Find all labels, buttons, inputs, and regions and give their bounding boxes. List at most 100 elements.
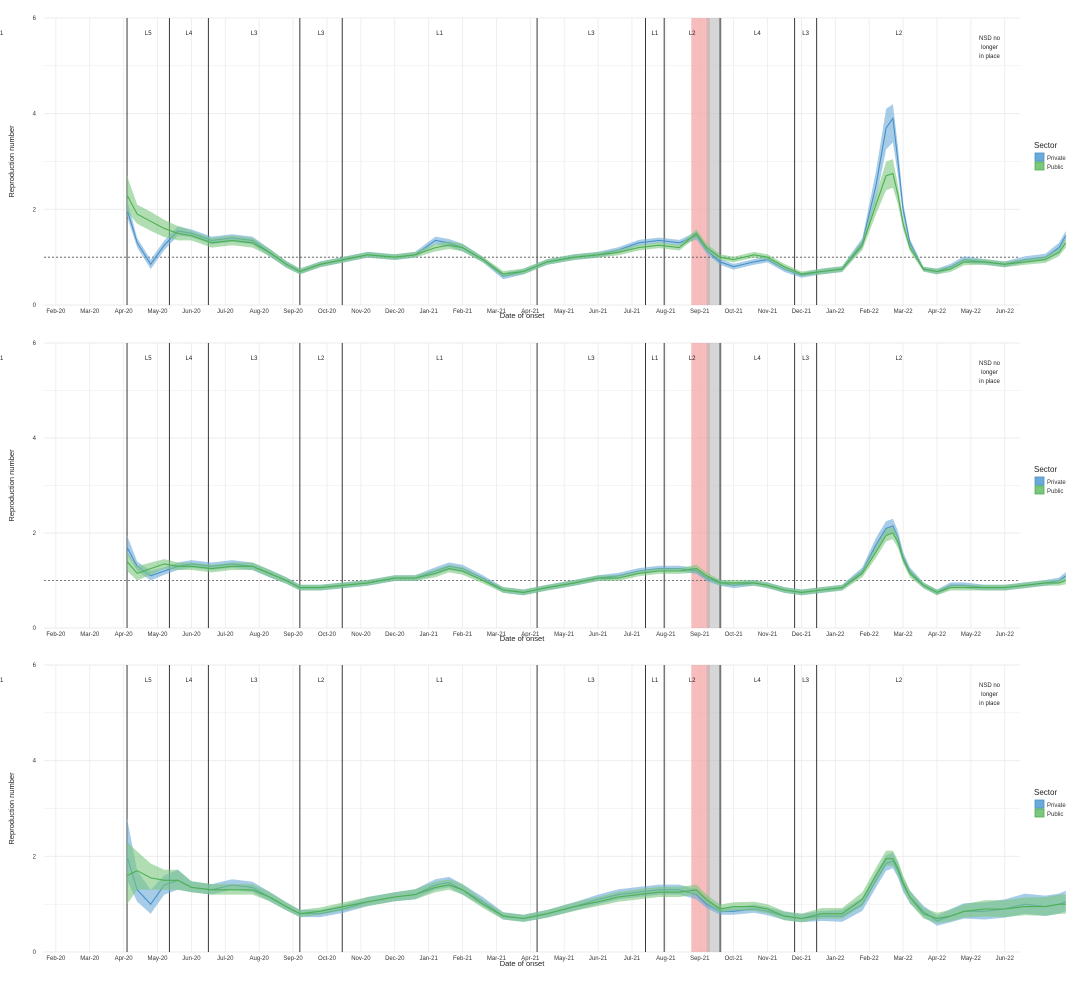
alert-level-label: L3	[802, 678, 809, 684]
x-tick-label: Nov-20	[351, 956, 371, 962]
y-tick-label: 4	[33, 112, 37, 118]
legend-key-public	[1034, 808, 1045, 818]
x-axis-title: Date of onset	[500, 959, 546, 968]
x-tick-label: Apr-20	[115, 309, 134, 315]
x-tick-label: Apr-22	[928, 956, 947, 962]
alert-level-label: L3	[318, 31, 325, 37]
alert-level-label: L1	[436, 356, 443, 362]
y-tick-label: 2	[33, 531, 37, 537]
x-tick-label: Nov-20	[351, 632, 371, 638]
legend-key-public	[1034, 161, 1045, 171]
y-tick-label: 4	[33, 759, 37, 765]
x-tick-label: Dec-21	[792, 309, 812, 315]
x-tick-label: Aug-20	[250, 309, 270, 315]
series-ribbon-public	[127, 842, 1066, 924]
alert-level-label: L4	[186, 31, 193, 37]
x-tick-label: Jun-21	[589, 309, 608, 315]
x-tick-label: Oct-21	[725, 956, 744, 962]
alert-level-label: L3	[251, 31, 258, 37]
alert-level-label: L2	[896, 678, 903, 684]
legend-title: Sector	[1034, 465, 1057, 474]
x-tick-label: May-22	[961, 632, 982, 638]
x-tick-label: Feb-22	[860, 309, 880, 315]
x-tick-label: Feb-20	[46, 956, 66, 962]
x-tick-label: Jan-21	[419, 309, 438, 315]
alert-level-label: L2	[689, 356, 696, 362]
legend: Sector Private Public	[1034, 141, 1066, 171]
x-tick-label: May-21	[554, 632, 575, 638]
x-tick-label: Nov-20	[351, 309, 371, 315]
y-axis-title: Reproduction number	[7, 772, 16, 845]
x-tick-label: Mar-21	[487, 632, 507, 638]
x-tick-label: May-20	[148, 309, 169, 315]
alert-level-label: L1	[652, 678, 659, 684]
alert-level-label: L1	[0, 356, 4, 362]
x-tick-label: Jan-21	[419, 632, 438, 638]
y-tick-label: 0	[33, 950, 37, 956]
x-tick-label: Apr-22	[928, 309, 947, 315]
y-tick-label: 0	[33, 626, 37, 632]
x-tick-label: Jun-21	[589, 632, 608, 638]
x-tick-label: Mar-22	[894, 956, 914, 962]
nsd-note: in place	[979, 379, 1000, 385]
y-tick-label: 6	[33, 16, 37, 22]
alert-level-label: L4	[754, 678, 761, 684]
alert-level-label: L3	[251, 356, 258, 362]
y-axis-title: Reproduction number	[7, 125, 16, 198]
alert-level-label: L3	[588, 356, 595, 362]
y-tick-label: 4	[33, 436, 37, 442]
x-tick-label: Dec-20	[385, 632, 405, 638]
x-tick-label: Apr-21	[521, 309, 540, 315]
x-tick-label: Jun-21	[589, 956, 608, 962]
alert-level-label: L4	[754, 31, 761, 37]
x-tick-label: Jan-22	[826, 956, 845, 962]
x-tick-label: Mar-20	[80, 632, 100, 638]
legend-label-private: Private	[1047, 480, 1066, 486]
x-tick-label: Sep-21	[690, 632, 710, 638]
alert-level-label: L3	[588, 31, 595, 37]
x-tick-label: Jun-22	[996, 309, 1015, 315]
alert-level-label: L2	[689, 678, 696, 684]
x-tick-label: Mar-21	[487, 309, 507, 315]
x-tick-label: Jun-20	[182, 956, 201, 962]
x-axis-title: Date of onset	[500, 634, 546, 643]
alert-level-label: L2	[896, 356, 903, 362]
legend-key-private	[1034, 476, 1045, 486]
x-tick-label: Feb-21	[453, 309, 473, 315]
legend-key-private	[1034, 152, 1045, 162]
x-tick-label: Jul-20	[217, 309, 234, 315]
x-tick-label: May-22	[961, 309, 982, 315]
nsd-note: longer	[981, 45, 998, 51]
alert-level-label: L2	[318, 678, 325, 684]
alert-level-label: L1	[652, 356, 659, 362]
x-tick-label: May-21	[554, 309, 575, 315]
series-line-private	[126, 525, 1067, 594]
x-tick-label: Mar-20	[80, 309, 100, 315]
x-tick-label: May-20	[148, 956, 169, 962]
x-tick-label: Nov-21	[758, 956, 778, 962]
nsd-note: NSD no	[979, 36, 1001, 42]
x-tick-label: Mar-22	[894, 632, 914, 638]
alert-level-label: L1	[0, 31, 4, 37]
x-tick-label: Sep-20	[283, 956, 303, 962]
grey-shaded-period	[706, 665, 722, 952]
x-tick-label: Jan-22	[826, 309, 845, 315]
y-tick-label: 6	[33, 663, 37, 669]
x-tick-label: Feb-21	[453, 956, 473, 962]
x-tick-label: Apr-20	[115, 956, 134, 962]
x-tick-label: Jun-22	[996, 956, 1015, 962]
legend-title: Sector	[1034, 141, 1057, 150]
y-tick-label: 6	[33, 341, 37, 347]
nsd-note: in place	[979, 54, 1000, 60]
x-tick-label: Aug-21	[656, 309, 676, 315]
x-tick-label: Jun-20	[182, 309, 201, 315]
x-tick-label: Apr-22	[928, 632, 947, 638]
legend-label-private: Private	[1047, 156, 1066, 162]
nsd-note: longer	[981, 370, 998, 376]
x-tick-label: Dec-20	[385, 309, 405, 315]
x-tick-label: Jul-21	[624, 956, 641, 962]
legend-key-public	[1034, 485, 1045, 495]
alert-level-label: L1	[436, 678, 443, 684]
